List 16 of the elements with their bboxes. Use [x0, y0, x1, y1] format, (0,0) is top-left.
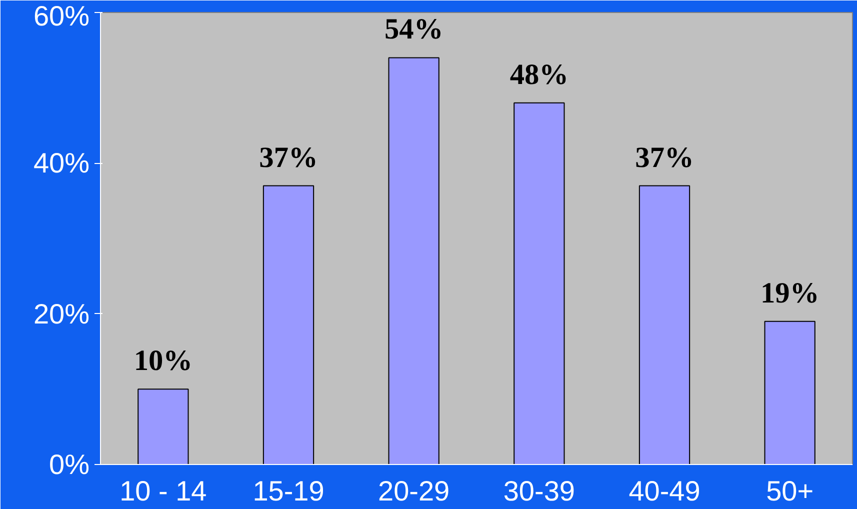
data-label: 10% — [134, 345, 192, 378]
y-tick-label: 60% — [33, 0, 90, 32]
y-tick-label: 20% — [33, 298, 90, 330]
x-tick-label: 50+ — [766, 476, 814, 506]
data-label: 19% — [760, 277, 820, 310]
x-tick-label: 30-39 — [503, 476, 575, 506]
x-tick-label: 20-29 — [378, 476, 450, 506]
data-label: 37% — [635, 142, 694, 174]
y-tick-label: 0% — [49, 449, 90, 480]
data-label: 37% — [259, 142, 318, 174]
y-tick-label: 40% — [33, 148, 90, 179]
data-label: 48% — [510, 58, 568, 91]
x-tick-label: 15-19 — [252, 476, 324, 506]
x-tick-label: 40-49 — [628, 476, 700, 506]
data-label: 54% — [384, 14, 444, 46]
x-tick-label: 10 - 14 — [120, 476, 207, 506]
